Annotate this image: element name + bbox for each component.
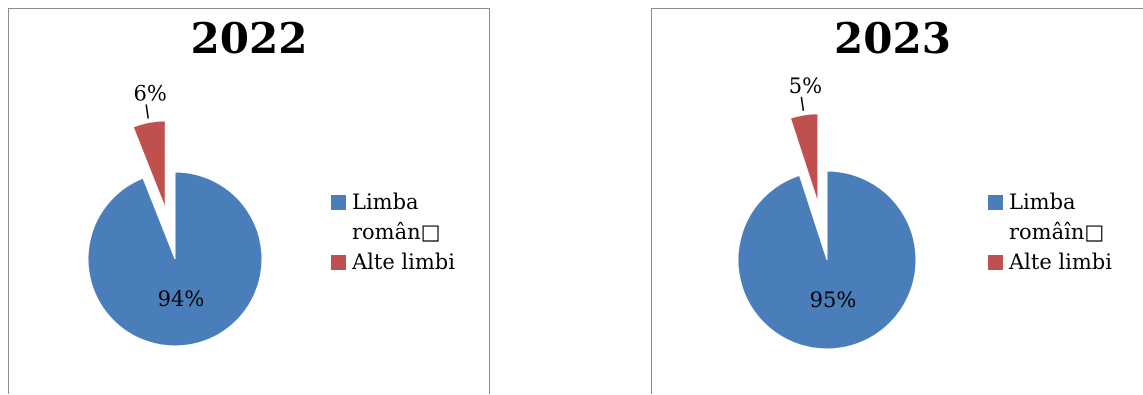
chart-panel-2023: 2023 95% 5% Limba româîn□ Alte limbi	[651, 8, 1143, 394]
leader-line	[800, 96, 805, 111]
legend: Limba român□ Alte limbi	[331, 187, 472, 277]
legend-swatch-romanian	[331, 195, 346, 210]
legend-label: Alte limbi	[1009, 250, 1112, 274]
pie-chart-2023: 95% 5%	[737, 74, 917, 350]
chart-title: 2023	[834, 14, 951, 63]
data-label: 95%	[810, 288, 857, 312]
pie-slice-romanian	[87, 171, 263, 347]
legend-swatch-other	[331, 255, 346, 270]
leader-line	[145, 104, 149, 119]
legend: Limba româîn□ Alte limbi	[988, 187, 1129, 277]
data-label: 94%	[158, 287, 205, 311]
pie-slice-other	[132, 120, 166, 209]
legend-item-other: Alte limbi	[988, 247, 1129, 277]
legend-item-romanian: Limba român□	[331, 187, 472, 247]
legend-label: Alte limbi	[352, 250, 455, 274]
legend-label: Limba româîn□	[1009, 190, 1105, 244]
chart-title: 2022	[190, 14, 308, 63]
pie-chart-2022: 94% 6%	[87, 82, 263, 347]
pie-slice-romanian	[737, 170, 917, 350]
legend-label: Limba român□	[352, 190, 441, 244]
legend-swatch-other	[988, 255, 1003, 270]
legend-swatch-romanian	[988, 195, 1003, 210]
legend-item-romanian: Limba româîn□	[988, 187, 1129, 247]
data-label: 5%	[789, 74, 822, 98]
pie-slice-other	[789, 113, 819, 203]
legend-item-other: Alte limbi	[331, 247, 472, 277]
chart-panel-2022: 2022 94% 6% Limba român□ Alte limbi	[8, 8, 490, 394]
data-label: 6%	[134, 82, 167, 106]
